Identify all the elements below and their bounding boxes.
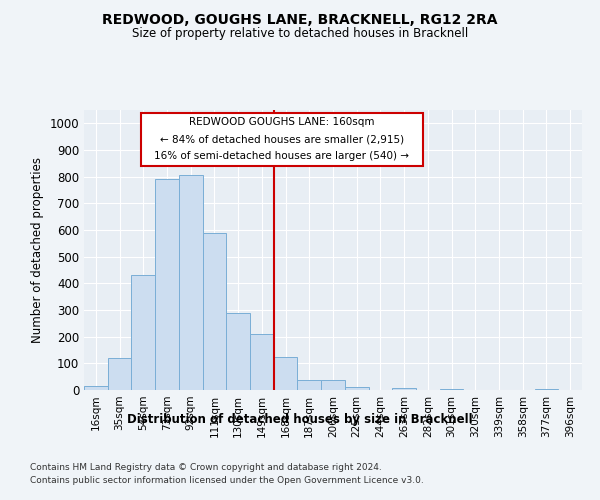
Text: Contains HM Land Registry data © Crown copyright and database right 2024.: Contains HM Land Registry data © Crown c… xyxy=(30,462,382,471)
Bar xyxy=(321,380,345,390)
Y-axis label: Number of detached properties: Number of detached properties xyxy=(31,157,44,343)
Bar xyxy=(108,358,131,390)
Text: ← 84% of detached houses are smaller (2,915): ← 84% of detached houses are smaller (2,… xyxy=(160,134,404,144)
Bar xyxy=(440,388,463,390)
Bar xyxy=(274,356,298,390)
Bar xyxy=(392,388,416,390)
Text: REDWOOD GOUGHS LANE: 160sqm: REDWOOD GOUGHS LANE: 160sqm xyxy=(189,118,375,128)
Bar xyxy=(345,387,368,390)
Bar xyxy=(250,334,274,390)
Text: Size of property relative to detached houses in Bracknell: Size of property relative to detached ho… xyxy=(132,28,468,40)
Bar xyxy=(84,386,108,390)
Bar xyxy=(131,276,155,390)
Bar xyxy=(226,312,250,390)
Bar xyxy=(179,176,203,390)
Text: Contains public sector information licensed under the Open Government Licence v3: Contains public sector information licen… xyxy=(30,476,424,485)
FancyBboxPatch shape xyxy=(141,113,422,166)
Bar xyxy=(155,180,179,390)
Text: REDWOOD, GOUGHS LANE, BRACKNELL, RG12 2RA: REDWOOD, GOUGHS LANE, BRACKNELL, RG12 2R… xyxy=(102,12,498,26)
Bar xyxy=(298,380,321,390)
Text: Distribution of detached houses by size in Bracknell: Distribution of detached houses by size … xyxy=(127,412,473,426)
Bar xyxy=(203,232,226,390)
Bar xyxy=(535,388,558,390)
Text: 16% of semi-detached houses are larger (540) →: 16% of semi-detached houses are larger (… xyxy=(154,152,409,162)
